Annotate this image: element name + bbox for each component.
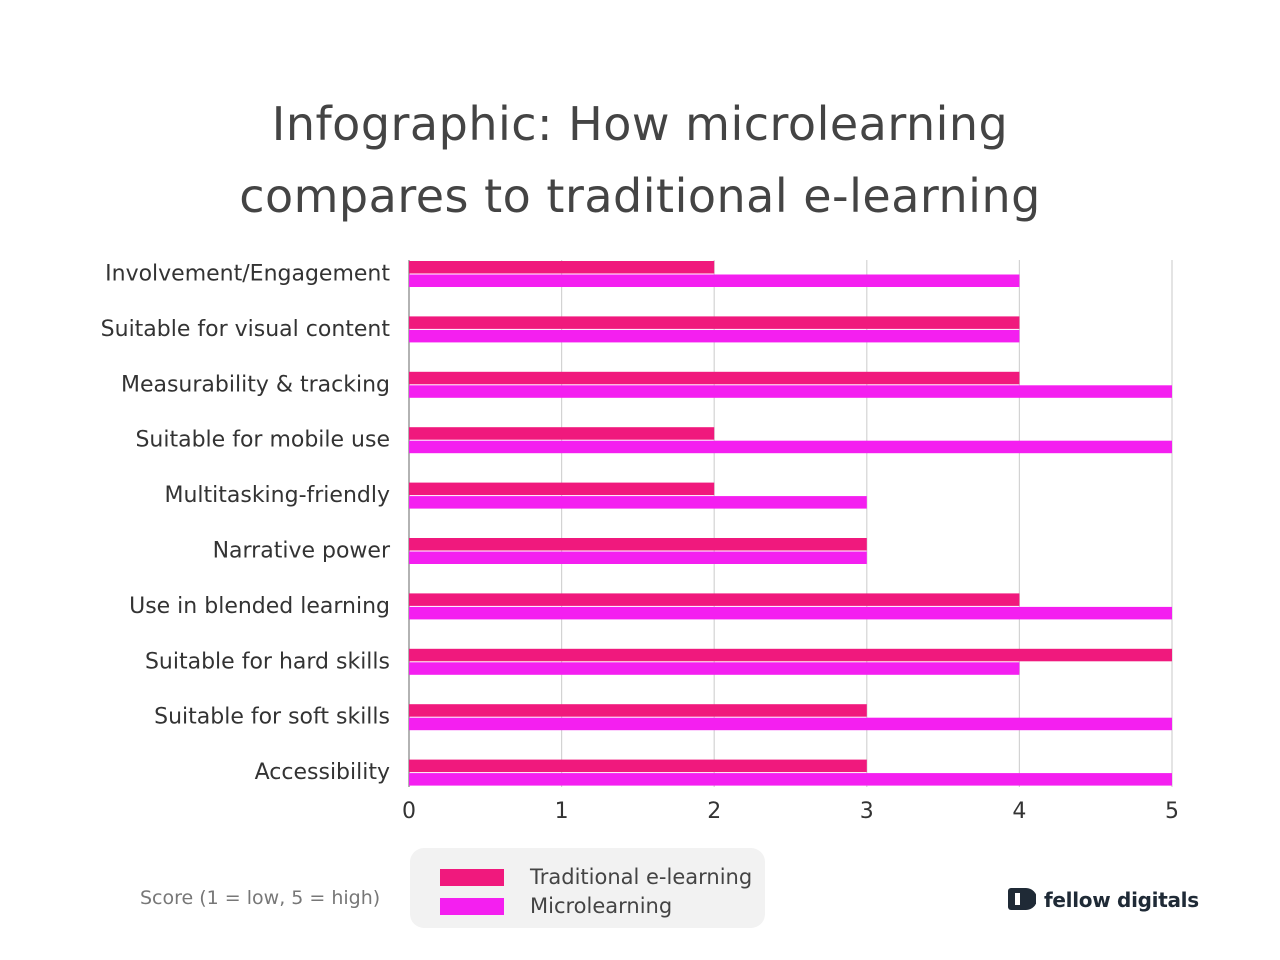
- bar-traditional-e-learning-measurability-tracking: [409, 371, 1020, 385]
- x-tick-label-3: 3: [860, 799, 874, 824]
- legend: Traditional e-learning Microlearning: [410, 848, 765, 928]
- bar-microlearning-suitable-for-mobile-use: [409, 440, 1172, 454]
- bars: [409, 261, 1172, 786]
- bar-microlearning-narrative-power: [409, 551, 867, 564]
- brand: fellow digitals: [1008, 884, 1248, 916]
- bar-microlearning-measurability-tracking: [409, 385, 1172, 398]
- category-label-measurability-tracking: Measurability & tracking: [121, 372, 390, 397]
- category-label-suitable-for-hard-skills: Suitable for hard skills: [145, 649, 390, 674]
- category-label-suitable-for-visual-content: Suitable for visual content: [101, 317, 391, 342]
- bar-microlearning-suitable-for-hard-skills: [409, 662, 1020, 675]
- legend-item-microlearning: Microlearning: [440, 891, 760, 921]
- bar-microlearning-suitable-for-soft-skills: [409, 717, 1172, 731]
- category-label-narrative-power: Narrative power: [213, 539, 391, 564]
- bar-traditional-e-learning-involvement-engagement: [409, 261, 715, 274]
- category-label-involvement-engagement: Involvement/Engagement: [105, 262, 390, 287]
- legend-label-traditional: Traditional e-learning: [530, 865, 753, 889]
- brand-name: fellow digitals: [1044, 888, 1199, 912]
- bar-microlearning-accessibility: [409, 773, 1172, 786]
- chart-title: Infographic: How microlearning compares …: [40, 88, 1240, 232]
- bar-microlearning-involvement-engagement: [409, 274, 1020, 287]
- category-label-multitasking-friendly: Multitasking-friendly: [164, 483, 390, 508]
- category-label-accessibility: Accessibility: [255, 760, 390, 785]
- x-axis-tick-labels: 0 1 2 3 4 5: [402, 799, 1179, 824]
- bar-microlearning-suitable-for-visual-content: [409, 329, 1020, 343]
- legend-swatch-microlearning: [440, 898, 504, 915]
- category-label-use-in-blended-learning: Use in blended learning: [129, 594, 390, 619]
- legend-label-microlearning: Microlearning: [530, 894, 673, 918]
- score-note: Score (1 = low, 5 = high): [140, 887, 381, 909]
- x-tick-label-0: 0: [402, 799, 416, 824]
- category-label-suitable-for-soft-skills: Suitable for soft skills: [154, 705, 390, 730]
- x-tick-label-5: 5: [1165, 799, 1179, 824]
- category-label-suitable-for-mobile-use: Suitable for mobile use: [135, 428, 390, 453]
- bar-traditional-e-learning-accessibility: [409, 759, 867, 773]
- bar-traditional-e-learning-suitable-for-soft-skills: [409, 704, 867, 717]
- bar-traditional-e-learning-suitable-for-mobile-use: [409, 427, 715, 440]
- bar-microlearning-multitasking-friendly: [409, 496, 867, 509]
- x-tick-label-1: 1: [555, 799, 569, 824]
- chart-title-line-2: compares to traditional e-learning: [239, 169, 1041, 223]
- legend-item-traditional: Traditional e-learning: [440, 862, 760, 892]
- x-tick-label-2: 2: [707, 799, 721, 824]
- chart-title-line-1: Infographic: How microlearning: [271, 97, 1009, 151]
- fellow-digitals-logo-icon: [1008, 888, 1036, 910]
- legend-swatch-traditional: [440, 869, 504, 886]
- bar-traditional-e-learning-use-in-blended-learning: [409, 593, 1020, 606]
- grid-lines: [408, 260, 1173, 787]
- bar-chart: Involvement/Engagement Suitable for visua…: [101, 260, 1179, 824]
- x-tick-label-4: 4: [1012, 799, 1026, 824]
- bar-traditional-e-learning-suitable-for-hard-skills: [409, 648, 1172, 662]
- bar-traditional-e-learning-suitable-for-visual-content: [409, 316, 1020, 329]
- bar-traditional-e-learning-multitasking-friendly: [409, 482, 715, 496]
- bar-microlearning-use-in-blended-learning: [409, 606, 1172, 620]
- category-labels: Involvement/Engagement Suitable for visua…: [101, 262, 391, 786]
- bar-traditional-e-learning-narrative-power: [409, 538, 867, 551]
